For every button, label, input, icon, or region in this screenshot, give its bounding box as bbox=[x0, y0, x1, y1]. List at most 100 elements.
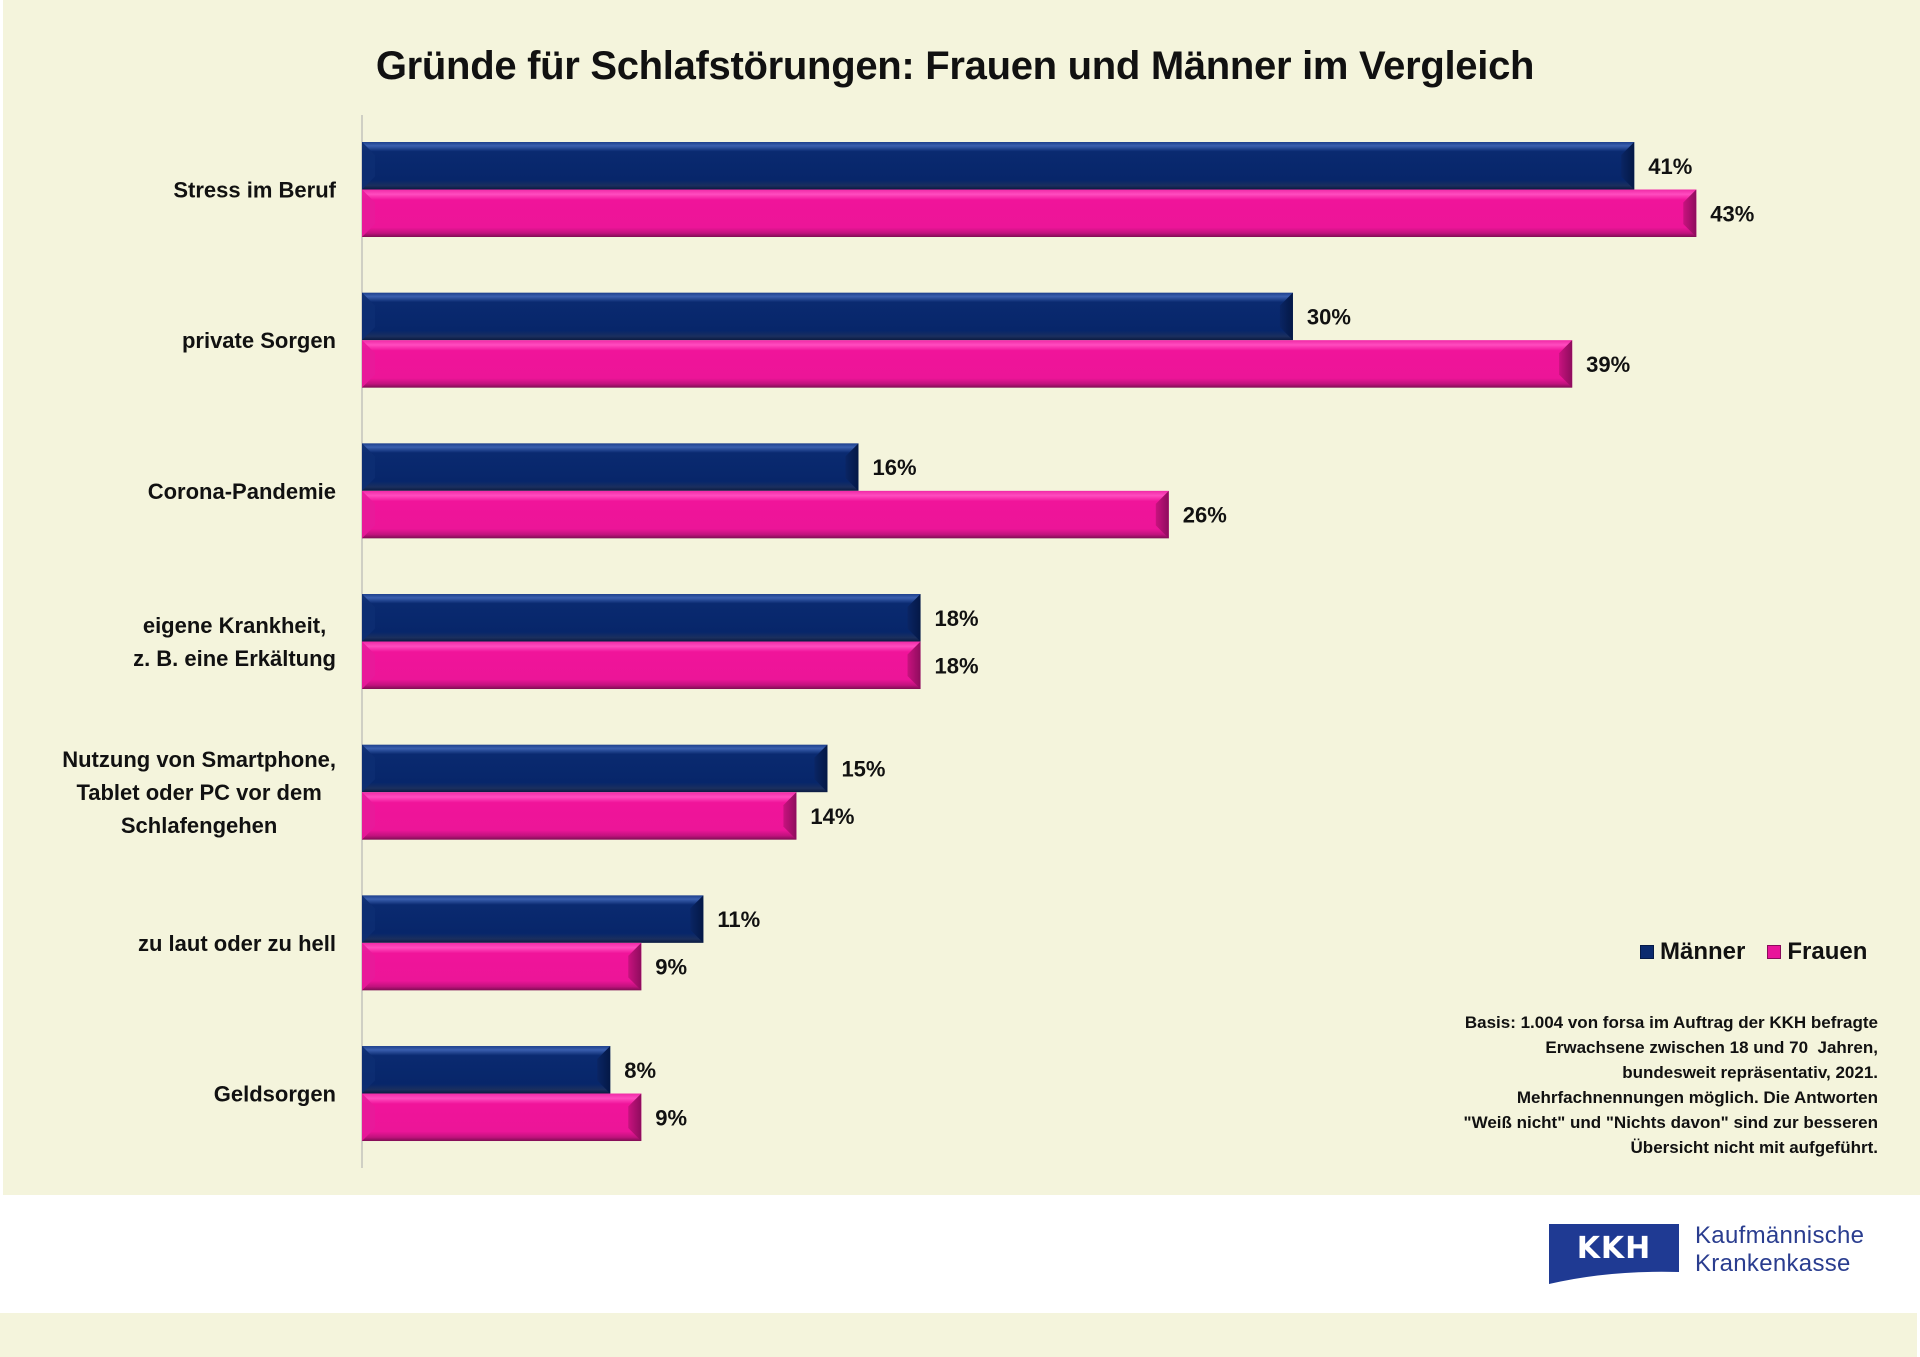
bar-body bbox=[362, 340, 1573, 388]
logo-line-2: Krankenkasse bbox=[1695, 1250, 1851, 1277]
bar-maenner bbox=[362, 443, 859, 491]
bar-body bbox=[362, 792, 797, 840]
footnote-line: bundesweit repräsentativ, 2021. bbox=[1622, 1063, 1878, 1082]
bar-bevel bbox=[362, 189, 375, 237]
bar-bevel bbox=[814, 744, 828, 793]
bar-bevel bbox=[362, 142, 375, 190]
logo-abbreviation: KKH bbox=[1577, 1231, 1652, 1266]
bar-bevel bbox=[362, 1093, 375, 1142]
logo-wordmark: Kaufmännische Krankenkasse bbox=[1695, 1222, 1864, 1278]
bar-bevel bbox=[362, 942, 375, 991]
logo-line-1: Kaufmännische bbox=[1695, 1222, 1865, 1249]
bar-body bbox=[362, 490, 1169, 539]
footnote-line: Basis: 1.004 von forsa im Auftrag der KK… bbox=[1464, 1013, 1878, 1032]
chart-title: Gründe für Schlafstörungen: Frauen und M… bbox=[375, 44, 1535, 88]
bar-bevel bbox=[362, 744, 375, 793]
logo-flag-shape bbox=[1549, 1224, 1679, 1284]
bar-bevel bbox=[1621, 142, 1635, 190]
value-label-frauen: 18% bbox=[935, 653, 979, 678]
bar-bevel bbox=[845, 443, 859, 491]
legend: Männer Frauen bbox=[1640, 937, 1889, 967]
value-label-maenner: 8% bbox=[624, 1058, 656, 1083]
bar-frauen bbox=[362, 189, 1697, 237]
bar-frauen bbox=[362, 792, 797, 840]
source-footnote: Basis: 1.004 von forsa im Auftrag der KK… bbox=[1358, 1010, 1878, 1160]
value-label-maenner: 15% bbox=[841, 756, 885, 781]
bottom-strip bbox=[0, 1313, 1917, 1357]
legend-swatch-frauen bbox=[1767, 945, 1782, 959]
bar-bevel bbox=[362, 340, 375, 388]
value-label-frauen: 14% bbox=[810, 804, 854, 829]
bar-bevel bbox=[362, 490, 375, 539]
value-label-frauen: 43% bbox=[1710, 201, 1754, 226]
bar-bevel bbox=[1559, 340, 1573, 388]
bar-body bbox=[362, 443, 859, 491]
category-label: Nutzung von Smartphone, Tablet oder PC vo… bbox=[62, 747, 336, 838]
value-label-maenner: 41% bbox=[1648, 154, 1692, 179]
bar-frauen bbox=[362, 340, 1573, 388]
legend-item-maenner: Männer bbox=[1640, 938, 1745, 966]
bar-body bbox=[362, 895, 704, 943]
bar-bevel bbox=[362, 594, 375, 642]
bar-body bbox=[362, 594, 921, 642]
bar-frauen bbox=[362, 942, 642, 991]
value-label-frauen: 9% bbox=[655, 955, 687, 980]
value-label-maenner: 16% bbox=[872, 455, 916, 480]
category-label: private Sorgen bbox=[182, 328, 336, 353]
bar-bevel bbox=[1155, 490, 1169, 539]
bar-maenner bbox=[362, 292, 1293, 341]
bar-maenner bbox=[362, 744, 828, 793]
bar-body bbox=[362, 189, 1697, 237]
category-label: Stress im Beruf bbox=[173, 178, 336, 203]
legend-swatch-maenner bbox=[1640, 945, 1654, 959]
bar-body bbox=[362, 942, 642, 991]
bar-maenner bbox=[362, 895, 704, 943]
bar-body bbox=[362, 1093, 642, 1142]
category-label: zu laut oder zu hell bbox=[138, 931, 336, 956]
category-label: Corona-Pandemie bbox=[148, 479, 336, 504]
bar-bevel bbox=[362, 1046, 375, 1094]
bar-frauen bbox=[362, 641, 921, 690]
bar-bevel bbox=[362, 641, 375, 690]
bar-bevel bbox=[628, 942, 642, 991]
value-label-maenner: 18% bbox=[935, 606, 979, 631]
bar-body bbox=[362, 1046, 611, 1094]
bar-chart: Stress im Beruf private Sorgen Corona-Pand… bbox=[62, 115, 1754, 1168]
value-label-frauen: 9% bbox=[655, 1105, 687, 1130]
bar-maenner bbox=[362, 594, 921, 642]
bar-bevel bbox=[690, 895, 704, 943]
kkh-logo: KKH Kaufmännische Krankenkasse bbox=[1549, 1222, 1889, 1288]
bar-body bbox=[362, 744, 828, 793]
bar-bevel bbox=[628, 1093, 642, 1142]
footnote-line: Erwachsene zwischen 18 und 70 Jahren, bbox=[1545, 1038, 1878, 1057]
category-label: eigene Krankheit, z. B. eine Erkältung bbox=[133, 613, 336, 671]
bar-bevel bbox=[362, 895, 375, 943]
footnote-line: Übersicht nicht mit aufgeführt. bbox=[1630, 1138, 1878, 1157]
bar-bevel bbox=[362, 792, 375, 840]
bar-maenner bbox=[362, 1046, 611, 1094]
value-label-maenner: 11% bbox=[717, 907, 760, 932]
bar-bevel bbox=[907, 594, 921, 642]
bar-bevel bbox=[783, 792, 797, 840]
bar-maenner bbox=[362, 142, 1635, 190]
kkh-logo-mark: KKH bbox=[1549, 1224, 1679, 1284]
value-label-frauen: 39% bbox=[1586, 352, 1630, 377]
value-label-maenner: 30% bbox=[1307, 304, 1351, 329]
bar-bevel bbox=[597, 1046, 611, 1094]
footnote-line: Mehrfachnennungen möglich. Die Antworten bbox=[1516, 1088, 1878, 1107]
legend-label-frauen: Frauen bbox=[1787, 938, 1868, 965]
bar-bevel bbox=[1279, 292, 1293, 341]
bar-body bbox=[362, 641, 921, 690]
bar-body bbox=[362, 292, 1293, 341]
legend-label-maenner: Männer bbox=[1660, 938, 1746, 965]
value-label-frauen: 26% bbox=[1183, 503, 1227, 528]
bar-frauen bbox=[362, 1093, 642, 1142]
bar-bevel bbox=[907, 641, 921, 690]
bar-bevel bbox=[362, 443, 375, 491]
bar-bevel bbox=[362, 292, 375, 341]
bar-frauen bbox=[362, 490, 1169, 539]
category-label: Geldsorgen bbox=[214, 1082, 336, 1107]
bar-bevel bbox=[1683, 189, 1697, 237]
legend-item-frauen: Frauen bbox=[1767, 938, 1867, 966]
footnote-line: "Weiß nicht" und "Nichts davon" sind zur… bbox=[1463, 1113, 1878, 1132]
